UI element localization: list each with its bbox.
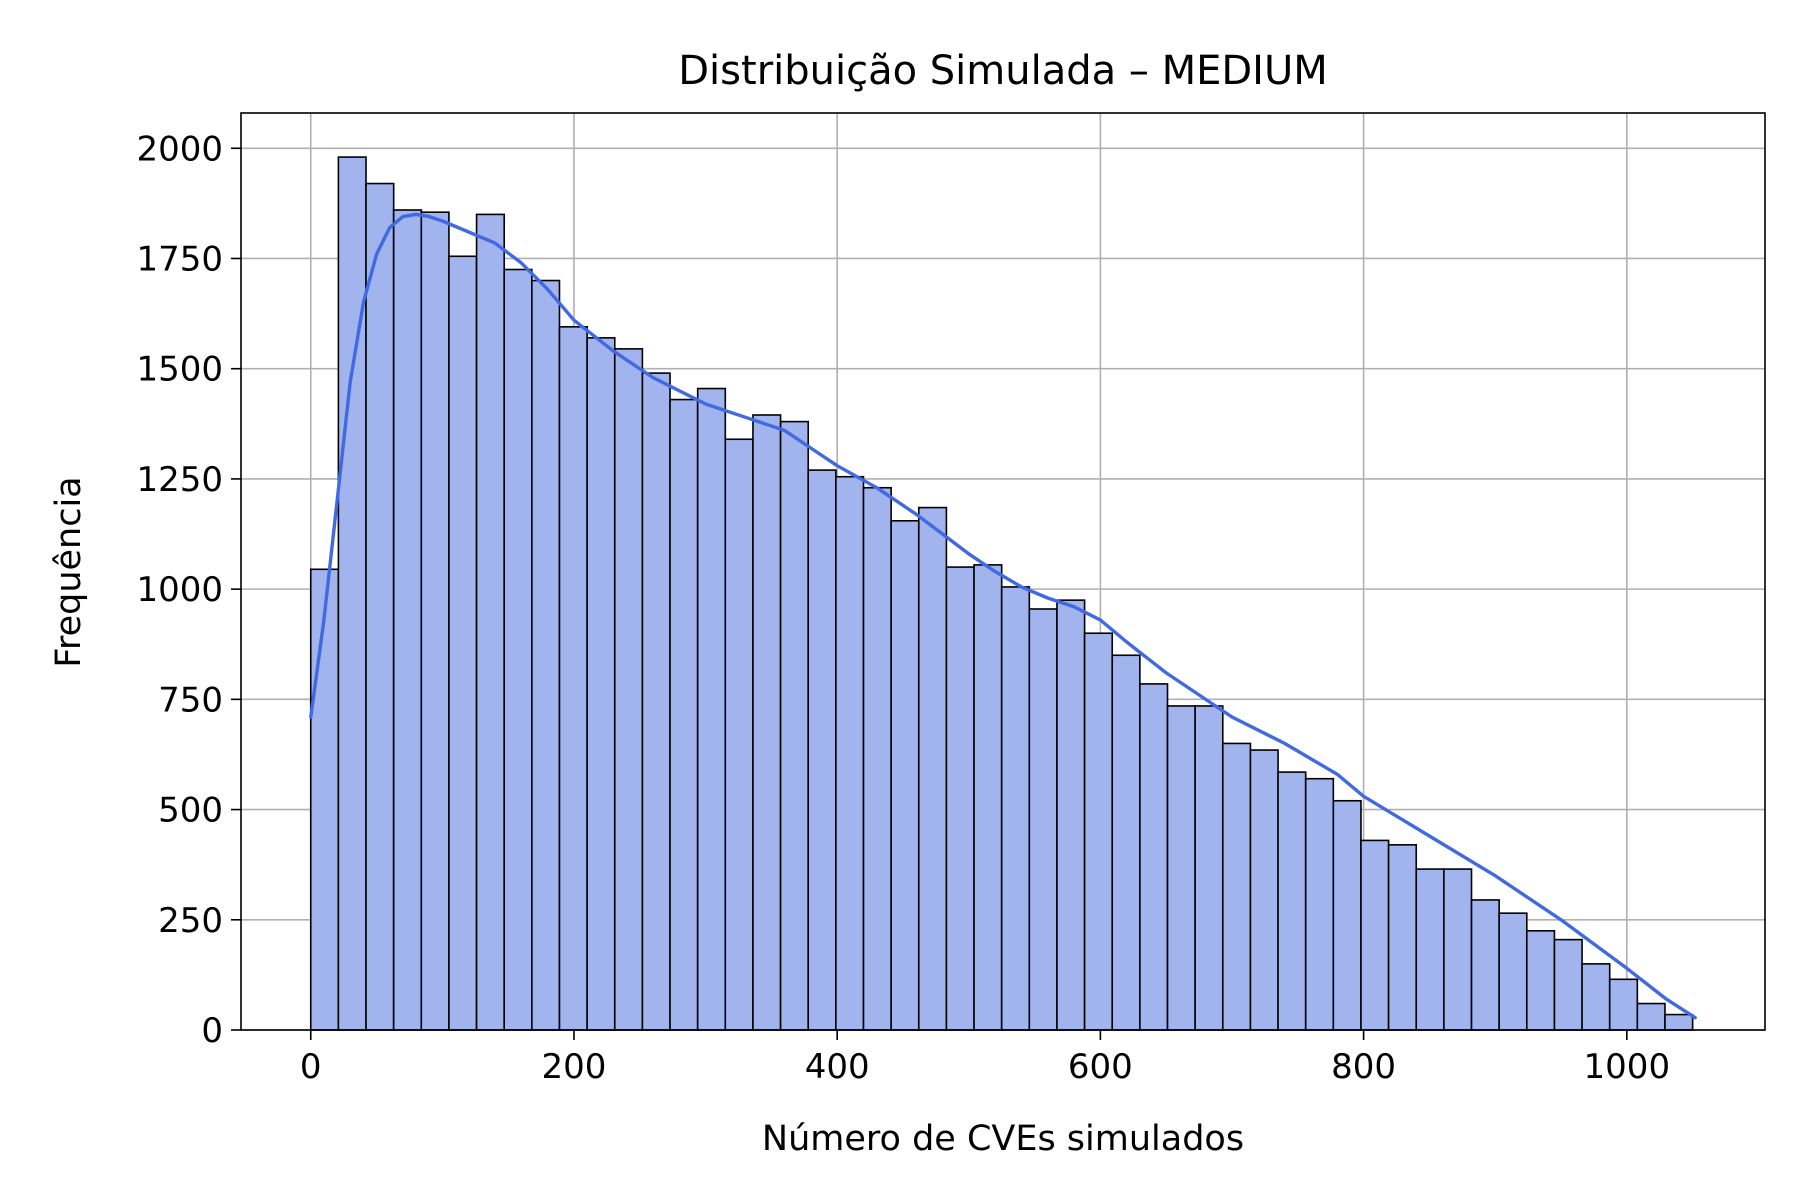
- x-axis-label: Número de CVEs simulados: [762, 1119, 1244, 1159]
- histogram-bar: [1166, 705, 1196, 1031]
- x-tick-label: 1000: [1584, 1047, 1671, 1087]
- histogram-bar: [392, 209, 423, 1031]
- y-tick-label: 0: [201, 1011, 223, 1051]
- y-tick-label: 250: [158, 901, 223, 941]
- histogram-bar: [1332, 799, 1362, 1031]
- histogram-bar: [309, 568, 340, 1031]
- histogram-bar: [1470, 899, 1500, 1031]
- histogram-bar: [641, 372, 671, 1031]
- histogram-bar: [1498, 912, 1528, 1031]
- plot-frame: [240, 112, 1766, 1031]
- histogram-bar: [503, 268, 533, 1031]
- histogram-bar: [1194, 705, 1224, 1031]
- x-tick-label: 0: [300, 1047, 322, 1087]
- histogram-bar: [1360, 839, 1390, 1031]
- histogram-bar: [973, 564, 1003, 1031]
- histogram-bar: [669, 398, 699, 1031]
- histogram-bar: [1249, 749, 1279, 1031]
- y-tick-label: 1750: [136, 239, 223, 279]
- histogram-bar: [1581, 963, 1611, 1031]
- histogram-bar: [1443, 868, 1473, 1031]
- histogram-bar: [1139, 683, 1169, 1031]
- kde-line: [309, 212, 1697, 1020]
- histogram-bar: [586, 337, 616, 1031]
- histogram-bar: [696, 387, 727, 1031]
- histogram-bar: [807, 469, 837, 1031]
- histogram-bar: [475, 213, 506, 1031]
- chart-title: Distribuição Simulada – MEDIUM: [678, 48, 1328, 94]
- histogram-bar: [365, 182, 395, 1031]
- histogram-bar: [1415, 868, 1445, 1031]
- histogram-bar: [917, 506, 948, 1031]
- histogram-bar: [835, 475, 865, 1031]
- histogram-bar: [1028, 608, 1058, 1031]
- histogram-bar: [1553, 938, 1583, 1031]
- y-tick-label: 1250: [136, 460, 223, 500]
- x-tick-label: 600: [1068, 1047, 1133, 1087]
- histogram-bar: [1056, 599, 1086, 1031]
- y-tick-label: 500: [158, 791, 223, 831]
- histogram-bar: [1608, 978, 1639, 1031]
- kde-layer: [309, 212, 1697, 1020]
- y-axis-label: Frequência: [49, 476, 89, 667]
- histogram-bar: [1525, 930, 1556, 1031]
- histogram-bar: [752, 414, 782, 1031]
- histogram-bar: [531, 279, 561, 1031]
- histogram-bar: [613, 348, 644, 1031]
- histogram-bar: [558, 326, 588, 1031]
- histogram-bar: [1664, 1013, 1694, 1031]
- y-tick-label: 1500: [136, 350, 223, 390]
- histogram-bar: [1111, 654, 1141, 1031]
- y-tick-label: 750: [158, 680, 223, 720]
- bars-layer: [309, 156, 1694, 1031]
- histogram-bar: [1000, 586, 1031, 1031]
- histogram-bar: [1304, 777, 1335, 1031]
- histogram-bar: [448, 255, 478, 1031]
- histogram-bar: [1277, 771, 1307, 1031]
- ticks-layer: 0 200 400 600 800 1000 0 250 500 750 1000 1250 1500 1…: [136, 129, 1670, 1087]
- histogram-bar: [945, 566, 975, 1031]
- histogram-bar: [724, 438, 754, 1031]
- histogram-bar: [890, 520, 920, 1031]
- histogram-bar: [1221, 742, 1252, 1031]
- histogram-bar: [779, 420, 810, 1031]
- histogram-bar: [337, 156, 367, 1031]
- histogram-bar: [420, 211, 450, 1031]
- histogram-bar: [1387, 844, 1418, 1031]
- x-tick-label: 200: [542, 1047, 607, 1087]
- x-tick-label: 800: [1331, 1047, 1396, 1087]
- histogram-bar: [1083, 632, 1114, 1031]
- y-tick-label: 2000: [136, 129, 223, 169]
- x-tick-label: 400: [805, 1047, 870, 1087]
- histogram-bar: [1636, 1002, 1666, 1031]
- histogram-bar: [862, 486, 892, 1031]
- y-tick-label: 1000: [136, 570, 223, 610]
